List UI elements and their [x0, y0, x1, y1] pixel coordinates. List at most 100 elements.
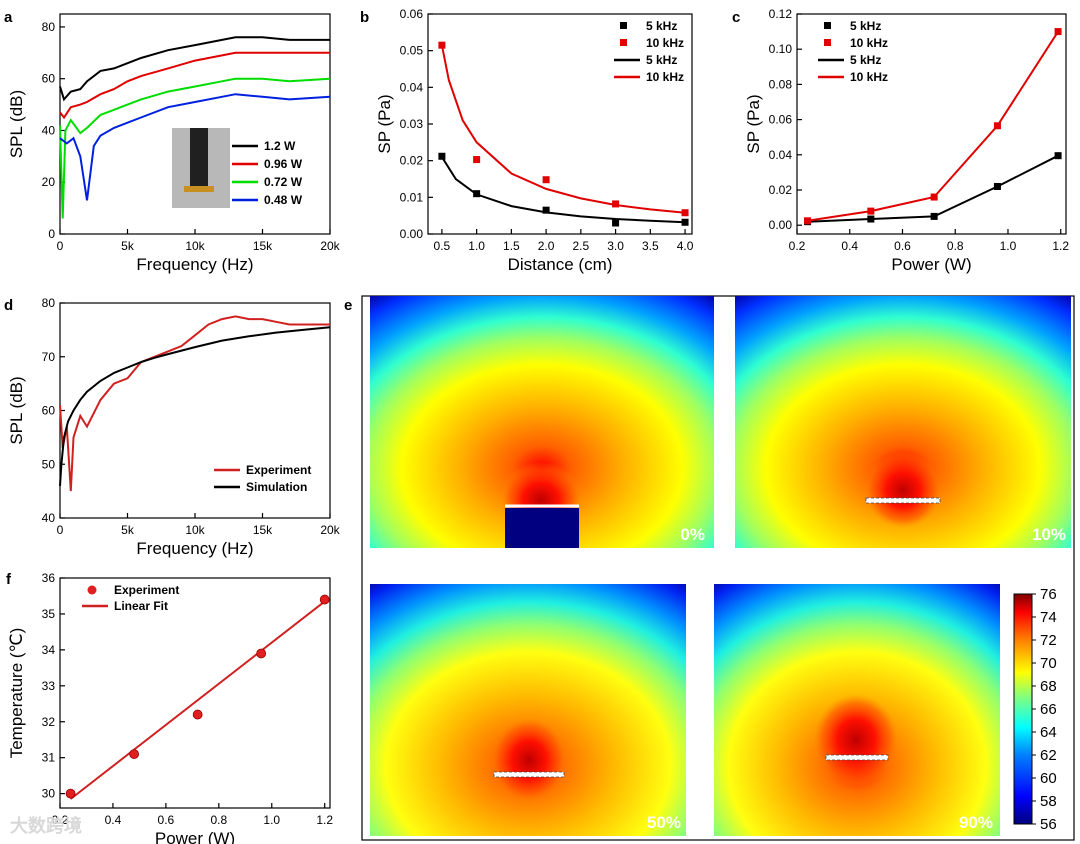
legend-label: Simulation: [246, 480, 307, 494]
y-tick-label: 35: [42, 607, 56, 621]
heatmap-90: [714, 584, 1000, 836]
x-tick-label: 0.8: [947, 239, 964, 253]
x-tick-label: 1.2: [1052, 239, 1069, 253]
legend-marker: [824, 22, 831, 29]
y-tick-label: 0.02: [400, 154, 424, 168]
x-tick-label: 1.5: [503, 239, 520, 253]
legend-label: 5 kHz: [850, 53, 881, 67]
x-tick-label: 0.2: [52, 813, 69, 827]
series-line: [807, 154, 1059, 223]
colorbar-tick-label: 64: [1040, 724, 1057, 741]
x-tick-label: 0.6: [158, 813, 175, 827]
x-tick-label: 1.2: [316, 813, 333, 827]
chart-d: 0 5k 10k 15k 20k 40 50 60 70 80 Frequency (Hz) SPL …: [7, 296, 341, 558]
data-point: [804, 217, 812, 225]
data-point: [930, 193, 938, 201]
data-point: [542, 176, 550, 184]
y-tick-label: 0.12: [769, 7, 793, 21]
legend-label: 5 kHz: [850, 19, 881, 33]
x-tick-label: 2.0: [538, 239, 555, 253]
data-point: [473, 190, 481, 198]
data-point: [473, 156, 481, 164]
y-tick-label: 36: [42, 571, 56, 585]
x-tick-label: 0.4: [105, 813, 122, 827]
data-point: [993, 122, 1001, 130]
legend-label: 0.96 W: [264, 157, 303, 171]
colorbar-tick-label: 68: [1040, 678, 1057, 695]
y-tick-label: 0.08: [769, 77, 793, 91]
colorbar-tick-label: 70: [1040, 655, 1057, 672]
x-tick-label: 10k: [185, 239, 205, 253]
series-line: [440, 45, 686, 214]
data-point: [1054, 28, 1062, 36]
plot-area: [796, 13, 1067, 235]
legend-label: Experiment: [246, 463, 311, 477]
y-tick-label: 60: [42, 72, 56, 86]
panel-label-b: b: [360, 9, 369, 26]
legend-label: Linear Fit: [114, 599, 168, 613]
y-axis-label: SPL (dB): [7, 376, 26, 444]
colorbar-tick-label: 56: [1040, 816, 1057, 833]
plot-area: [59, 577, 331, 809]
y-tick-label: 70: [42, 350, 56, 364]
panel-label-f: f: [6, 571, 12, 588]
series-line: [59, 315, 330, 492]
series-line: [59, 36, 330, 102]
data-point: [129, 749, 140, 759]
data-point: [438, 152, 446, 160]
data-point: [681, 209, 689, 217]
y-tick-label: 80: [42, 296, 56, 310]
heatmap-label: 10%: [1032, 525, 1066, 544]
y-tick-label: 0.05: [400, 44, 424, 58]
x-tick-label: 0: [57, 523, 64, 537]
legend-label: 0.72 W: [264, 175, 303, 189]
legend-label: 10 kHz: [850, 70, 888, 84]
panel-label-c: c: [732, 9, 740, 26]
series-line: [441, 156, 686, 224]
heatmap-0: [370, 296, 714, 548]
x-tick-label: 5k: [121, 239, 135, 253]
panel-label-a: a: [4, 9, 13, 26]
y-tick-label: 0.00: [769, 218, 793, 232]
x-tick-label: 0.6: [894, 239, 911, 253]
data-point: [319, 594, 330, 605]
y-tick-label: 60: [42, 404, 56, 418]
y-tick-label: 30: [42, 787, 56, 801]
x-axis-label: Frequency (Hz): [136, 255, 253, 274]
legend-marker: [87, 585, 97, 595]
chart-b: 0.5 1.0 1.5 2.0 2.5 3.0 3.5 4.0 0.00 0.01 0.02 0.03…: [375, 7, 694, 274]
data-point: [612, 219, 620, 227]
series-line: [59, 77, 331, 219]
y-tick-label: 0.04: [400, 80, 424, 94]
x-tick-label: 15k: [253, 239, 273, 253]
chart-c: 0.2 0.4 0.6 0.8 1.0 1.2 0.00 0.02 0.04 0.06 0.08 0.…: [744, 7, 1069, 274]
y-axis-label: SP (Pa): [375, 94, 394, 153]
y-tick-label: 80: [42, 20, 56, 34]
series-line: [59, 326, 331, 486]
colorbar-tick-label: 60: [1040, 770, 1057, 787]
x-tick-label: 3.0: [607, 239, 624, 253]
legend-label: 5 kHz: [646, 19, 677, 33]
legend-marker: [620, 22, 627, 29]
x-tick-label: 20k: [320, 239, 340, 253]
colorbar-tick-label: 72: [1040, 632, 1057, 649]
y-tick-label: 0.10: [769, 42, 793, 56]
series-line: [807, 31, 1059, 222]
data-point: [867, 215, 875, 223]
legend-marker: [620, 39, 627, 46]
x-axis-label: Frequency (Hz): [136, 539, 253, 558]
x-tick-label: 1.0: [263, 813, 280, 827]
y-tick-label: 0.06: [400, 7, 424, 21]
legend-label: Experiment: [114, 583, 179, 597]
data-point: [438, 41, 446, 49]
legend-label: 10 kHz: [850, 36, 888, 50]
data-point: [256, 648, 267, 659]
data-point: [65, 788, 76, 799]
x-tick-label: 0.8: [210, 813, 227, 827]
x-tick-label: 0.2: [789, 239, 806, 253]
heatmap-label: 50%: [647, 813, 681, 832]
data-point: [542, 206, 550, 214]
x-tick-label: 5k: [121, 523, 135, 537]
colorbar: [1013, 593, 1033, 825]
x-axis-label: Power (W): [155, 829, 235, 844]
